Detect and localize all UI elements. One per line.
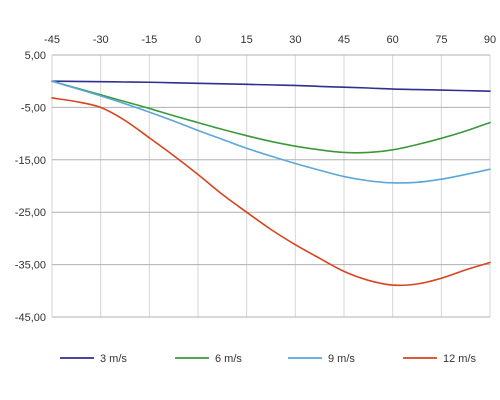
x-tick-label: -30 bbox=[93, 34, 109, 46]
y-tick-label: -35,00 bbox=[15, 260, 46, 272]
legend-label: 6 m/s bbox=[215, 353, 242, 365]
series-line-9-m-s bbox=[51, 80, 491, 184]
y-tick-label: -25,00 bbox=[15, 207, 46, 219]
series-line-6-m-s bbox=[51, 80, 491, 154]
series-lines bbox=[51, 80, 491, 287]
legend-item-9-m-s: 9 m/s bbox=[288, 353, 355, 365]
legend-item-12-m-s: 12 m/s bbox=[403, 353, 477, 365]
legend-item-3-m-s: 3 m/s bbox=[60, 353, 127, 365]
x-tick-label: 90 bbox=[484, 34, 496, 46]
legend-label: 9 m/s bbox=[328, 353, 355, 365]
y-tick-labels: 5,00 -5,00 -15,00 -25,00 -35,00 -45,00 bbox=[15, 50, 46, 324]
x-tick-label: -15 bbox=[141, 34, 157, 46]
x-gridlines bbox=[51, 55, 491, 317]
x-tick-label: 30 bbox=[289, 34, 301, 46]
x-tick-label: 15 bbox=[241, 34, 253, 46]
y-tick-label: -45,00 bbox=[15, 312, 46, 324]
series-line-12-m-s bbox=[51, 97, 491, 287]
y-tick-label: -5,00 bbox=[21, 102, 46, 114]
legend-item-6-m-s: 6 m/s bbox=[175, 353, 242, 365]
y-tick-label: 5,00 bbox=[25, 50, 46, 62]
x-tick-label: 45 bbox=[338, 34, 350, 46]
legend-label: 3 m/s bbox=[100, 353, 127, 365]
legend-label: 12 m/s bbox=[443, 353, 477, 365]
x-tick-label: 75 bbox=[435, 34, 447, 46]
legend: 3 m/s 6 m/s 9 m/s 12 m/s bbox=[60, 353, 477, 365]
x-tick-label: 0 bbox=[195, 34, 201, 46]
x-tick-labels: -45 -30 -15 0 15 30 45 60 75 90 bbox=[44, 34, 496, 46]
x-tick-label: 60 bbox=[387, 34, 399, 46]
series-line-3-m-s bbox=[51, 80, 491, 92]
x-tick-label: -45 bbox=[44, 34, 60, 46]
y-tick-label: -15,00 bbox=[15, 155, 46, 167]
y-gridlines bbox=[52, 54, 490, 318]
